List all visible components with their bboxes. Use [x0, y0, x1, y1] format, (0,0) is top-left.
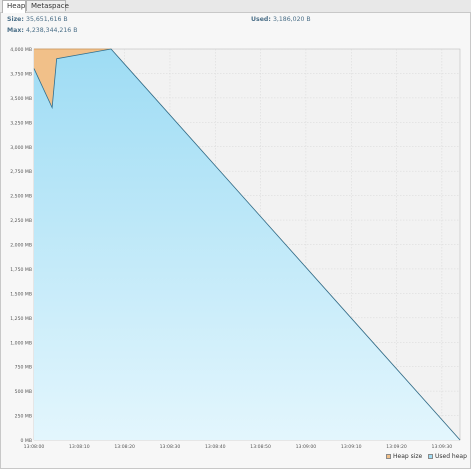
tab-heap[interactable]: Heap: [2, 0, 26, 13]
y-tick-label: 2,500 MB: [10, 194, 32, 200]
x-tick-label: 13:08:50: [250, 444, 271, 450]
size-stat: Size: 35,651,616 B: [7, 16, 68, 23]
legend-heap-size-label: Heap size: [393, 453, 423, 460]
used-stat: Used: 3,186,020 B: [251, 16, 311, 23]
y-tick-label: 1,250 MB: [10, 316, 32, 322]
heap-chart: 0 MB 250 MB 500 MB 750 MB 1,000 MB 1,250 MB 1,…: [10, 47, 461, 450]
used-heap-swatch: [428, 454, 433, 459]
x-tick-label: 13:08:20: [114, 444, 135, 450]
x-tick-label: 13:08:00: [24, 444, 45, 450]
legend-heap-size: Heap size: [386, 453, 422, 460]
x-tick-label: 13:08:40: [205, 444, 226, 450]
y-tick-label: 4,000 MB: [10, 47, 32, 53]
y-tick-label: 1,500 MB: [10, 291, 32, 297]
y-tick-label: 3,250 MB: [10, 120, 32, 126]
heap-panel: Size: 35,651,616 B Used: 3,186,020 B Max…: [0, 12, 471, 469]
max-stat: Max: 4,238,344,216 B: [7, 27, 77, 34]
y-tick-label: 2,750 MB: [10, 169, 32, 175]
heap-size-swatch: [386, 454, 391, 459]
y-tick-label: 250 MB: [15, 414, 32, 420]
used-label: Used:: [251, 16, 271, 23]
max-label: Max:: [7, 27, 24, 34]
x-tick-label: 13:08:30: [160, 444, 181, 450]
y-tick-label: 3,750 MB: [10, 71, 32, 77]
y-tick-label: 2,250 MB: [10, 218, 32, 224]
y-tick-label: 1,000 MB: [10, 340, 32, 346]
y-tick-label: 2,000 MB: [10, 243, 32, 249]
y-tick-label: 1,750 MB: [10, 267, 32, 273]
tab-metaspace[interactable]: Metaspace: [26, 0, 69, 11]
size-value: 35,651,616 B: [26, 16, 68, 23]
x-tick-label: 13:09:20: [386, 444, 407, 450]
x-tick-label: 13:09:30: [432, 444, 453, 450]
y-tick-label: 3,500 MB: [10, 96, 32, 102]
legend-used-heap-label: Used heap: [435, 453, 467, 460]
x-tick-label: 13:09:10: [341, 444, 362, 450]
used-value: 3,186,020 B: [272, 16, 311, 23]
used-heap-line: [33, 48, 461, 441]
legend-used-heap: Used heap: [428, 453, 467, 460]
y-tick-label: 3,000 MB: [10, 145, 32, 151]
y-tick-label: 0 MB: [21, 438, 33, 444]
size-label: Size:: [7, 16, 24, 23]
max-value: 4,238,344,216 B: [25, 27, 78, 34]
x-tick-label: 13:09:00: [296, 444, 317, 450]
used-heap-area: [34, 49, 460, 440]
x-tick-label: 13:08:10: [69, 444, 90, 450]
y-tick-label: 750 MB: [15, 365, 32, 371]
y-tick-label: 500 MB: [15, 389, 32, 395]
